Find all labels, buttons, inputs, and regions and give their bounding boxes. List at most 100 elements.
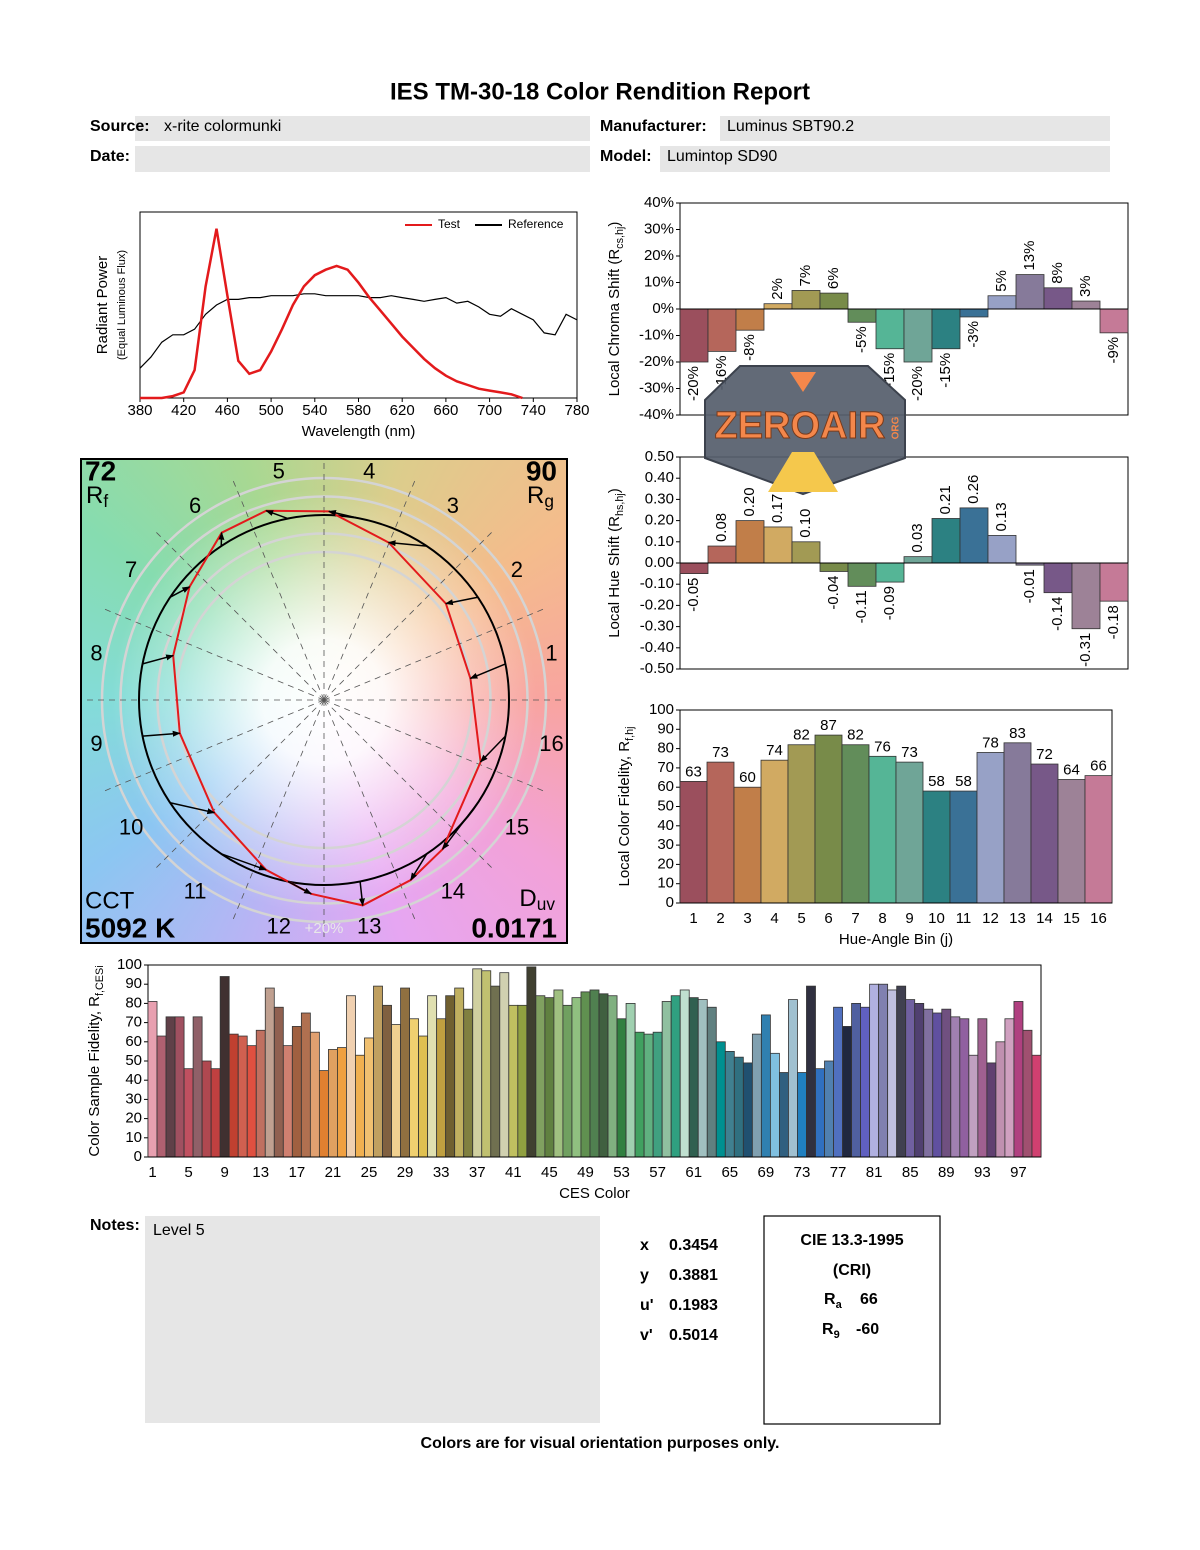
cct-label: CCT: [85, 887, 135, 914]
bar: [735, 520, 765, 564]
report-title: IES TM-30-18 Color Rendition Report: [390, 78, 810, 105]
bar: [1031, 1054, 1042, 1158]
bar: [760, 1014, 771, 1158]
field-label: Source:: [90, 118, 150, 135]
cri-box: [763, 1215, 941, 1425]
shift-arrow: [287, 880, 313, 895]
bar: [986, 1062, 997, 1158]
bar: [580, 991, 591, 1158]
y-tick-label: -0.10: [640, 575, 674, 592]
bar: [562, 1004, 573, 1158]
value-label: 0.08: [713, 513, 730, 542]
chromaticity-value: 0.3454: [669, 1237, 718, 1254]
cri-value: -60: [856, 1321, 879, 1338]
value-label: 63: [685, 763, 702, 780]
value-label: 58: [928, 773, 945, 790]
value-label: -5%: [853, 326, 870, 353]
bar: [931, 308, 961, 350]
bin-label: 15: [505, 815, 529, 840]
bar: [949, 790, 978, 904]
bin-label: 16: [539, 731, 563, 756]
fidelity-index: 72: [85, 455, 116, 486]
bar: [300, 1012, 311, 1158]
x-tick-label: 620: [390, 402, 415, 419]
bin-boundary: [323, 530, 494, 701]
bar: [977, 1018, 988, 1158]
y-axis-title: Color Sample Fidelity, Rf,CESi: [86, 965, 106, 1156]
value-label: -0.05: [685, 578, 702, 612]
y-tick-label: 50: [657, 797, 674, 814]
cri-symbol: R: [822, 1321, 834, 1338]
bar: [995, 1041, 1006, 1158]
x-tick-label: 14: [1036, 910, 1053, 927]
y-tick-label: 90: [657, 720, 674, 737]
y-tick-label: 100: [649, 701, 674, 718]
bar: [192, 1016, 203, 1158]
bar: [337, 1047, 347, 1158]
chromaticity-value: 0.3881: [669, 1267, 718, 1284]
y-tick-label: 30: [125, 1090, 142, 1107]
duv-symbol-part: D: [519, 885, 536, 912]
spectrum-line: [140, 228, 523, 400]
legend-label: Test: [438, 217, 461, 231]
bin-boundary: [102, 699, 325, 793]
x-tick-label: 37: [469, 1164, 486, 1181]
bar: [246, 1045, 257, 1158]
bar: [787, 744, 816, 904]
bin-label: 13: [357, 913, 381, 938]
x-tick-label: 5: [797, 910, 805, 927]
bar: [228, 1033, 239, 1158]
y-tick-label: 0.20: [645, 512, 674, 529]
bar: [763, 303, 793, 310]
bar: [282, 1045, 293, 1158]
bar: [607, 995, 618, 1158]
y-tick-label: -20%: [639, 353, 674, 370]
bar: [165, 1016, 176, 1158]
chromaticity-label: u': [640, 1297, 654, 1314]
value-label: 0.17: [769, 494, 786, 523]
y-tick-label: 0.50: [645, 448, 674, 465]
bar: [508, 1004, 519, 1158]
field-box: [135, 116, 590, 141]
value-label: 0.26: [965, 475, 982, 504]
field-value: Luminus SBT90.2: [727, 118, 854, 135]
fidelity-symbol-part: f: [103, 491, 108, 511]
ring-label: +20%: [305, 920, 344, 937]
value-label: 0.03: [909, 523, 926, 552]
value-label: 60: [739, 769, 756, 786]
bar: [815, 1068, 825, 1158]
value-label: 0.21: [937, 485, 954, 514]
bar: [1099, 308, 1129, 334]
bar: [679, 562, 709, 575]
field-value: x-rite colormunki: [164, 118, 281, 135]
bar: [707, 308, 737, 352]
y-tick-label: 90: [125, 975, 142, 992]
footer-note: Colors are for visual orientation purpos…: [421, 1435, 780, 1452]
bar: [688, 997, 699, 1158]
x-tick-label: 10: [928, 910, 945, 927]
y-tick-label: 0.00: [645, 554, 674, 571]
value-label: 78: [982, 734, 999, 751]
vector-frame: [80, 458, 568, 944]
field-box: [135, 146, 590, 172]
x-tick-label: 73: [794, 1164, 811, 1181]
bar: [797, 1072, 807, 1158]
bar: [237, 1035, 248, 1158]
bar: [959, 1018, 970, 1158]
shift-arrow: [387, 540, 427, 547]
bar: [318, 1070, 329, 1158]
value-label: 2%: [769, 278, 786, 300]
bar: [544, 997, 555, 1158]
bar: [788, 999, 798, 1158]
field-box: [660, 146, 1110, 172]
bar: [868, 755, 897, 904]
x-tick-label: 4: [770, 910, 778, 927]
bar: [697, 999, 708, 1158]
bar: [634, 1031, 645, 1158]
value-label: 6%: [825, 267, 842, 289]
y-tick-label: 60: [125, 1033, 142, 1050]
gamut-index: 90: [526, 455, 557, 486]
bar: [652, 1031, 663, 1158]
y-tick-label: -40%: [639, 406, 674, 423]
x-tick-label: 77: [830, 1164, 847, 1181]
